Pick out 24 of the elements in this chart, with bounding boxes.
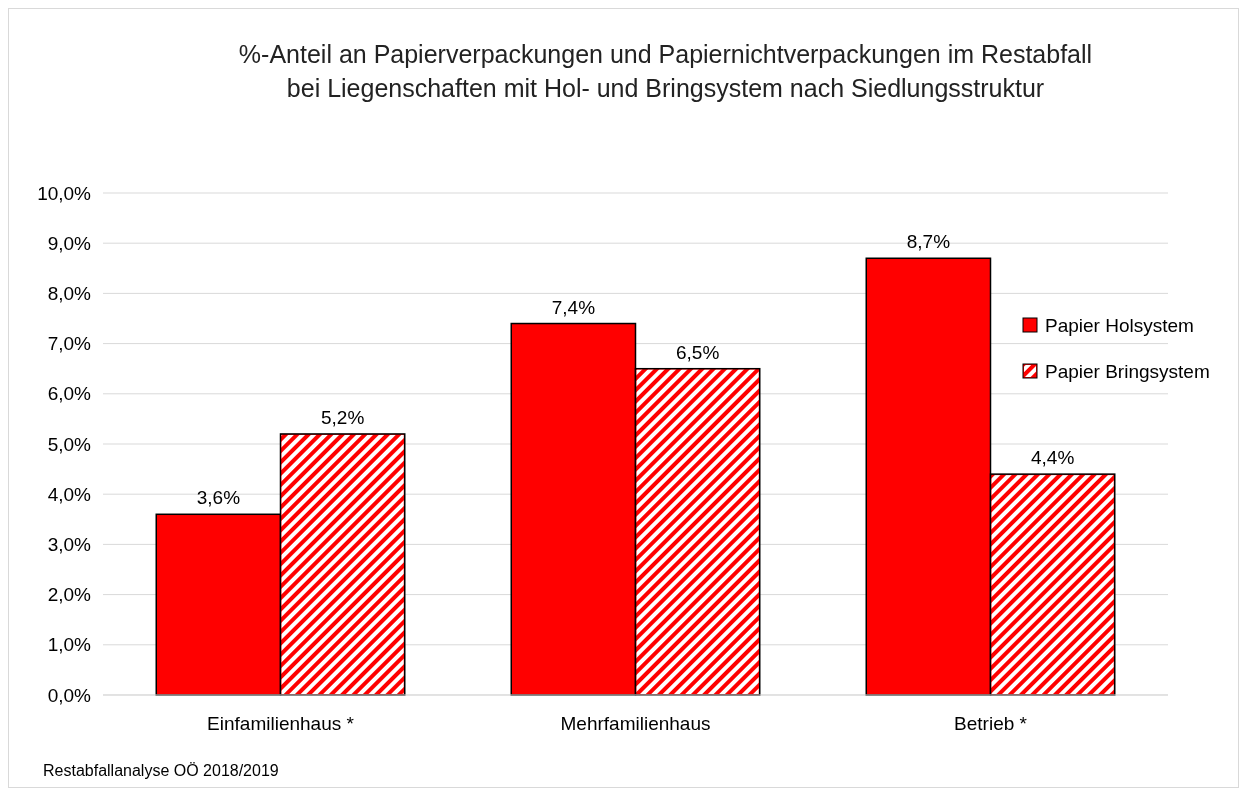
y-tick-label: 7,0% [47, 333, 92, 355]
y-tick-label: 6,0% [47, 383, 92, 405]
data-label: 3,6% [196, 487, 241, 509]
y-tick-label: 0,0% [47, 684, 92, 706]
data-label: 6,5% [675, 341, 720, 363]
y-tick-label: 1,0% [47, 634, 92, 656]
legend-label: Papier Bringsystem [1045, 360, 1210, 382]
data-label: 8,7% [906, 231, 951, 253]
legend-label: Papier Holsystem [1045, 314, 1194, 336]
x-tick-label: Betrieb * [954, 713, 1028, 734]
chart-title: %-Anteil an Papierverpackungen und Papiernichtverpackungen im Restabfall bei Liegenschaften mit Hol- und Bringsystem nach Siedlungsstruktur [238, 40, 1093, 102]
y-tick-label: 2,0% [47, 584, 92, 606]
x-tick-label: Mehrfamilienhaus [560, 713, 711, 734]
y-tick-label: 9,0% [47, 232, 92, 254]
text: Restabfallanalyse OÖ 2018/2019 [43, 762, 279, 779]
x-tick-label: Einfamilienhaus * [207, 713, 355, 734]
y-tick-label: 10,0% [37, 182, 92, 204]
data-label: 7,4% [551, 296, 596, 318]
y-tick-label: 4,0% [47, 483, 92, 505]
y-tick-label: 8,0% [47, 283, 92, 305]
y-tick-label: 3,0% [47, 534, 92, 556]
data-label: 4,4% [1030, 447, 1075, 469]
y-tick-label: 5,0% [47, 433, 92, 455]
data-label: 5,2% [320, 406, 365, 428]
